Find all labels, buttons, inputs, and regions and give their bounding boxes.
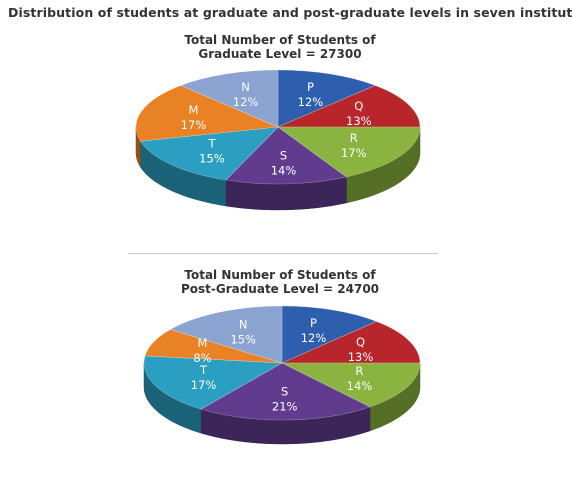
postgraduate-value-q: 13%: [348, 350, 374, 364]
graduate-slice-t: [139, 126, 279, 181]
postgraduate-slice-m: [144, 329, 283, 364]
postgraduate-chart-title: Total Number of Students of Post-Graduat…: [130, 268, 430, 296]
graduate-label-t: T: [207, 136, 216, 150]
postgraduate-slice-s: [200, 362, 371, 421]
graduate-chart-title: Total Number of Students of Graduate Lev…: [130, 33, 430, 61]
postgraduate-label-p: P: [310, 316, 317, 330]
graduate-chart-title-line1: Total Number of Students of: [184, 33, 376, 47]
graduate-label-s: S: [280, 148, 287, 162]
graduate-slice-r: [277, 126, 421, 178]
postgraduate-pie-sides: [143, 362, 421, 445]
graduate-slice-p: [277, 69, 377, 128]
postgraduate-value-r: 14%: [347, 379, 373, 393]
postgraduate-chart-title-line1: Total Number of Students of: [184, 268, 376, 282]
postgraduate-value-m: 8%: [193, 351, 211, 365]
postgraduate-slice-r: [281, 362, 421, 408]
postgraduate-slice-n: [169, 305, 283, 364]
postgraduate-slice-q: [281, 321, 421, 364]
graduate-value-m: 17%: [181, 118, 207, 132]
postgraduate-label-s: S: [281, 384, 288, 398]
postgraduate-chart-title-line2: Post-Graduate Level = 24700: [180, 282, 380, 296]
chart-main-title: Distribution of students at graduate and…: [8, 5, 572, 20]
graduate-value-r: 17%: [341, 146, 367, 160]
postgraduate-label-m: M: [197, 336, 207, 350]
postgraduate-value-s: 21%: [272, 399, 298, 413]
graduate-slice-n: [179, 69, 279, 128]
postgraduate-label-q: Q: [356, 335, 365, 349]
graduate-slice-q: [277, 85, 421, 128]
postgraduate-label-r: R: [355, 364, 363, 378]
graduate-label-n: N: [241, 80, 250, 94]
chart-divider: [128, 253, 438, 254]
graduate-label-m: M: [188, 103, 198, 117]
graduate-value-p: 12%: [298, 95, 324, 109]
graduate-slice-m: [135, 85, 280, 142]
graduate-slice-s: [225, 126, 348, 185]
postgraduate-label-t: T: [199, 363, 208, 377]
postgraduate-pie: P12% Q13%R14% S21% T17% M8% N15%: [143, 305, 421, 445]
postgraduate-value-n: 15%: [230, 333, 256, 347]
graduate-chart-title-line2: Graduate Level = 27300: [198, 47, 362, 61]
graduate-pie: P12% Q13%R17%S14%T15%M17%N12%: [135, 69, 421, 211]
postgraduate-slice-t: [143, 355, 284, 410]
graduate-label-q: Q: [354, 99, 363, 113]
graduate-value-n: 12%: [233, 95, 259, 109]
graduate-value-t: 15%: [199, 151, 225, 165]
postgraduate-value-p: 12%: [301, 331, 327, 345]
postgraduate-value-t: 17%: [191, 378, 217, 392]
graduate-value-q: 13%: [346, 114, 372, 128]
graduate-label-r: R: [350, 131, 358, 145]
postgraduate-slice-p: [281, 305, 378, 364]
graduate-pie-sides: [135, 126, 421, 211]
postgraduate-label-n: N: [239, 318, 248, 332]
graduate-label-p: P: [307, 80, 314, 94]
graduate-value-s: 14%: [271, 163, 297, 177]
